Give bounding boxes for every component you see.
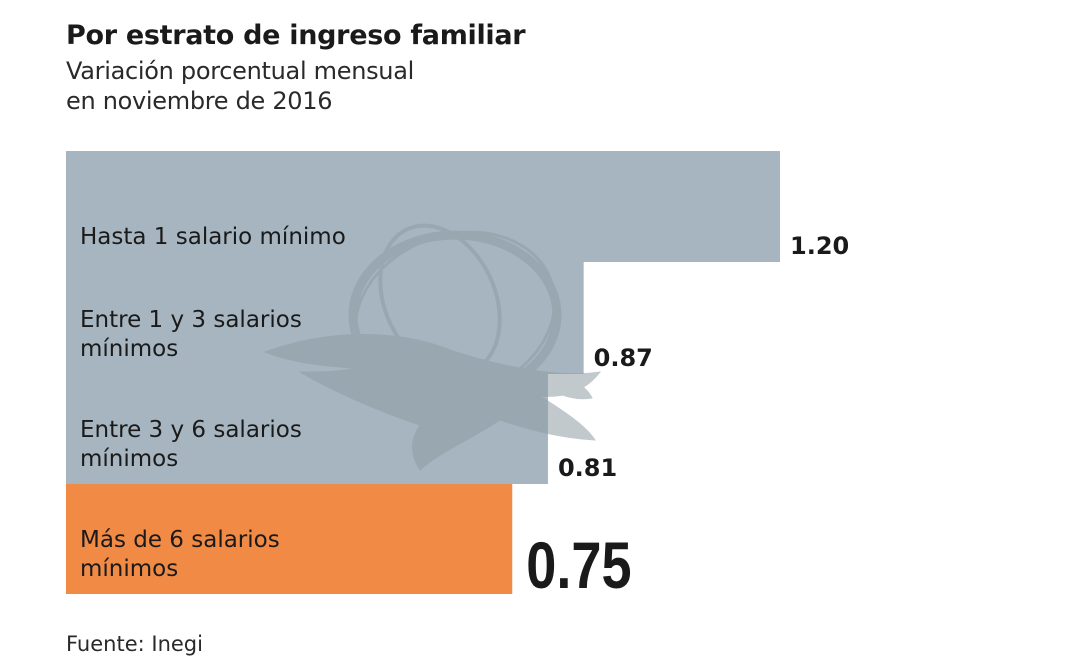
category-labels-group: Hasta 1 salario mínimo Entre 1 y 3 salari… [80, 224, 346, 582]
value-label-3: 0.81 [558, 454, 617, 482]
category-label-3-line-2: mínimos [80, 446, 178, 472]
value-label-4: 0.75 [526, 528, 631, 602]
eagle-globe-logo-icon [263, 223, 602, 471]
category-label-2-line-1: Entre 1 y 3 salarios [80, 307, 302, 333]
category-label-3-line-1: Entre 3 y 6 salarios [80, 417, 302, 443]
subtitle-line-2: en noviembre de 2016 [66, 87, 333, 115]
bar-4 [66, 484, 513, 594]
value-labels-group: 1.20 0.87 0.81 0.75 [526, 232, 849, 602]
source-note: Fuente: Inegi [66, 632, 203, 656]
category-label-2-line-2: mínimos [80, 336, 178, 362]
category-label-1-line-1: Hasta 1 salario mínimo [80, 224, 346, 250]
chart-subtitle: Variación porcentual mensual en noviembr… [66, 56, 566, 116]
value-label-2: 0.87 [594, 344, 653, 372]
value-label-1: 1.20 [790, 232, 849, 260]
category-label-4-line-1: Más de 6 salarios [80, 527, 280, 553]
category-label-4-line-2: mínimos [80, 556, 178, 582]
subtitle-line-1: Variación porcentual mensual [66, 57, 414, 85]
chart-title: Por estrato de ingreso familiar [66, 20, 526, 51]
